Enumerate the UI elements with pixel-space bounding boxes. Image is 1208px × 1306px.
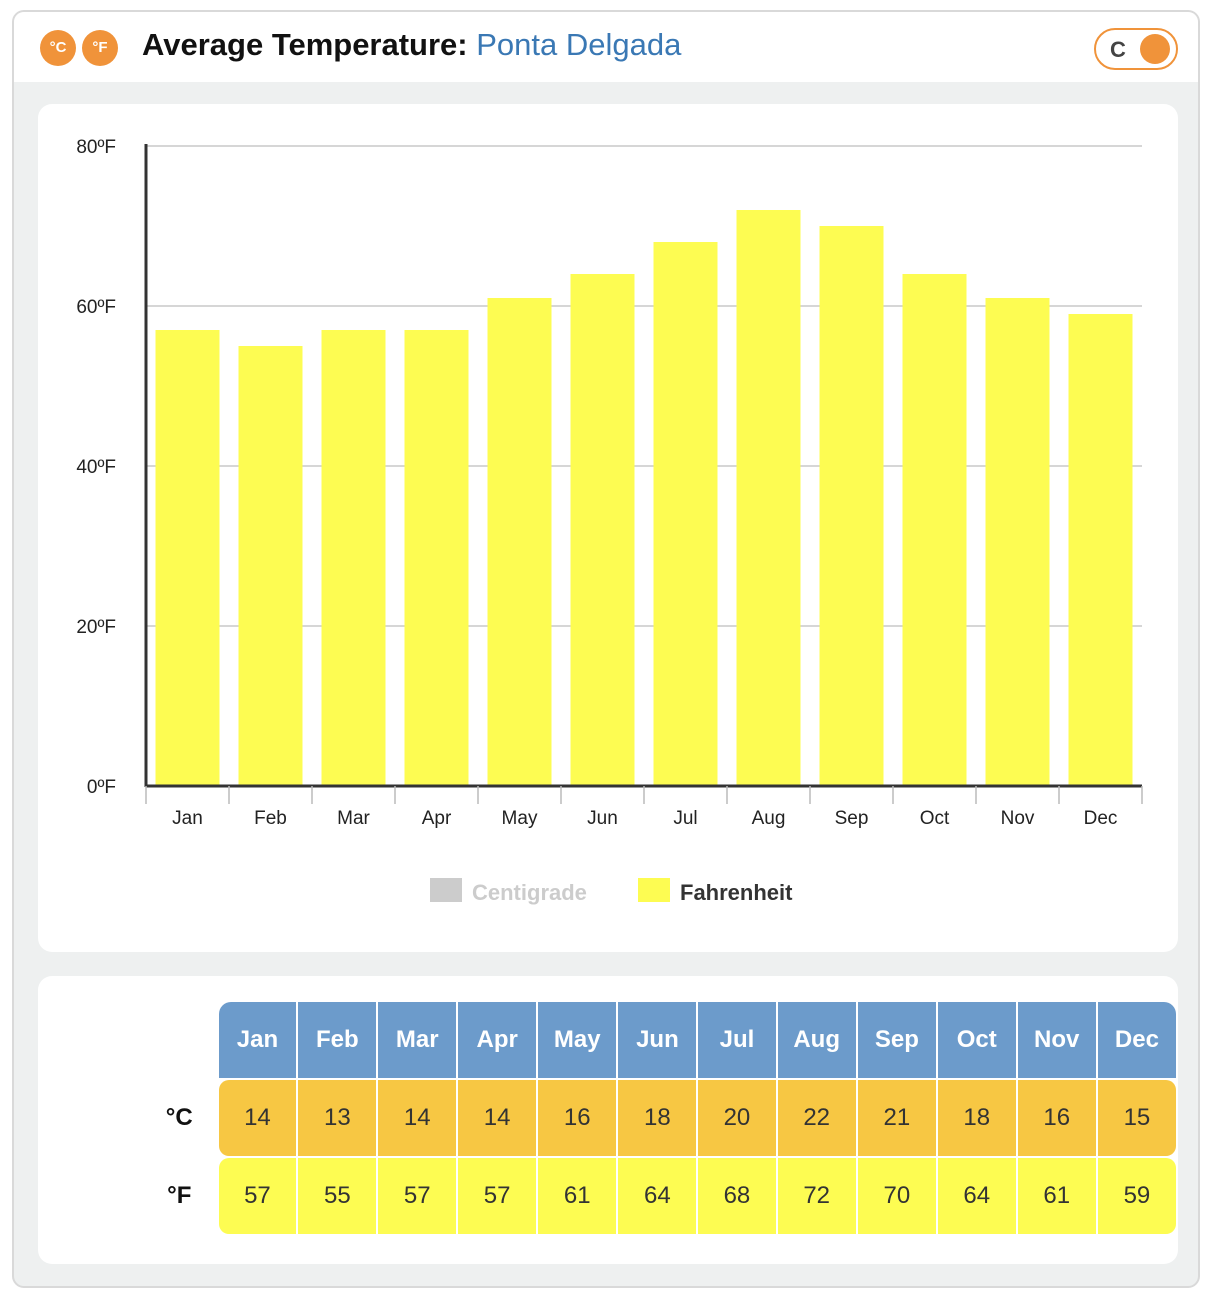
page-title: Average Temperature: Ponta Delgada (142, 27, 681, 63)
table-month-header: Apr (458, 1002, 537, 1078)
fahrenheit-cell: 61 (1017, 1158, 1096, 1234)
fahrenheit-cell: 59 (1097, 1158, 1176, 1234)
x-tick-label: May (502, 808, 538, 829)
title-label: Average Temperature: (142, 27, 468, 62)
y-tick-label: 60ºF (76, 297, 116, 318)
celsius-cell: 21 (857, 1080, 936, 1156)
fahrenheit-cell: 64 (618, 1158, 697, 1234)
celsius-cell: 15 (1097, 1080, 1176, 1156)
celsius-cell: 14 (218, 1080, 297, 1156)
fahrenheit-cell: 57 (458, 1158, 537, 1234)
celsius-cell: 13 (298, 1080, 377, 1156)
x-tick-label: Feb (254, 808, 287, 829)
bar-jul (653, 242, 718, 786)
celsius-row: °C 14 13 14 14 16 18 20 22 21 18 16 15 (142, 1080, 1176, 1156)
legend-swatch[interactable] (638, 878, 670, 902)
fahrenheit-cell: 61 (538, 1158, 617, 1234)
legend-swatch[interactable] (430, 878, 462, 902)
x-tick-label: Jun (587, 808, 618, 829)
bar-feb (238, 346, 303, 786)
table-month-header: Jan (218, 1002, 297, 1078)
bar-mar (321, 330, 386, 786)
unit-toggle-label: C (1110, 37, 1126, 62)
unit-toggle-knob (1140, 34, 1170, 64)
fahrenheit-cell: 57 (218, 1158, 297, 1234)
chart-panel: 0ºF 20ºF 40ºF 60ºF 80ºF Jan Feb Mar Apr May Jun Jul… (38, 104, 1178, 952)
table-month-header: Jul (698, 1002, 776, 1078)
fahrenheit-cell: 72 (777, 1158, 856, 1234)
x-tick-label: Oct (920, 808, 950, 829)
x-tick-label: Apr (422, 808, 452, 829)
bar-may (487, 298, 552, 786)
fahrenheit-cell: 64 (937, 1158, 1016, 1234)
table-month-header: Aug (777, 1002, 856, 1078)
table-month-header: Nov (1017, 1002, 1096, 1078)
fahrenheit-icon[interactable]: °F (82, 30, 118, 66)
celsius-row-label: °C (165, 1104, 193, 1131)
table-month-header: Sep (857, 1002, 936, 1078)
celsius-cell: 22 (777, 1080, 856, 1156)
x-tick-label: Sep (835, 808, 869, 829)
bar-apr (404, 330, 469, 786)
celsius-cell: 18 (618, 1080, 697, 1156)
table-month-header: Dec (1097, 1002, 1176, 1078)
celsius-cell: 18 (937, 1080, 1016, 1156)
fahrenheit-cell: 70 (857, 1158, 936, 1234)
x-tick-label: Jan (172, 808, 203, 829)
bar-jun (570, 274, 635, 786)
temperature-widget: °C °F Average Temperature: Ponta Delgada… (12, 10, 1200, 1288)
bar-nov (985, 298, 1050, 786)
city-name[interactable]: Ponta Delgada (476, 27, 682, 62)
table-corner (142, 1002, 217, 1078)
temperature-bar-chart: 0ºF 20ºF 40ºF 60ºF 80ºF Jan Feb Mar Apr May Jun Jul… (76, 137, 1143, 905)
celsius-cell: 14 (378, 1080, 457, 1156)
legend-label[interactable]: Centigrade (472, 880, 587, 905)
table-month-header: Jun (618, 1002, 697, 1078)
unit-toggle[interactable]: C (1094, 28, 1178, 70)
x-tick-label: Nov (1001, 808, 1035, 829)
celsius-icon[interactable]: °C (40, 30, 76, 66)
bar-jan (155, 330, 220, 786)
y-tick-label: 20ºF (76, 617, 116, 638)
legend-label[interactable]: Fahrenheit (680, 880, 793, 905)
bar-dec (1068, 314, 1133, 786)
table-month-header: May (538, 1002, 617, 1078)
x-tick-label: Mar (337, 808, 370, 829)
bar-aug (736, 210, 801, 786)
bar-oct (902, 274, 967, 786)
fahrenheit-cell: 55 (298, 1158, 377, 1234)
fahrenheit-cell: 68 (698, 1158, 776, 1234)
widget-header: °C °F Average Temperature: Ponta Delgada… (14, 12, 1198, 82)
fahrenheit-row: °F 57 55 57 57 61 64 68 72 70 64 61 59 (142, 1158, 1176, 1234)
table-header-row: Jan Feb Mar Apr May Jun Jul Aug Sep Oct Nov Dec (142, 1002, 1176, 1078)
celsius-cell: 14 (458, 1080, 537, 1156)
y-tick-label: 40ºF (76, 457, 116, 478)
temperature-table: Jan Feb Mar Apr May Jun Jul Aug Sep Oct Nov Dec °C … (140, 1000, 1178, 1236)
table-month-header: Oct (937, 1002, 1016, 1078)
fahrenheit-row-label: °F (167, 1182, 192, 1209)
fahrenheit-cell: 57 (378, 1158, 457, 1234)
celsius-cell: 16 (538, 1080, 617, 1156)
x-tick-label: Aug (752, 808, 786, 829)
y-tick-label: 0ºF (87, 777, 116, 798)
table-month-header: Mar (378, 1002, 457, 1078)
table-month-header: Feb (298, 1002, 377, 1078)
bar-sep (819, 226, 884, 786)
table-panel: Jan Feb Mar Apr May Jun Jul Aug Sep Oct Nov Dec °C … (38, 976, 1178, 1264)
y-tick-label: 80ºF (76, 137, 116, 158)
x-tick-label: Jul (673, 808, 697, 829)
celsius-cell: 16 (1017, 1080, 1096, 1156)
x-tick-label: Dec (1084, 808, 1118, 829)
celsius-cell: 20 (698, 1080, 776, 1156)
